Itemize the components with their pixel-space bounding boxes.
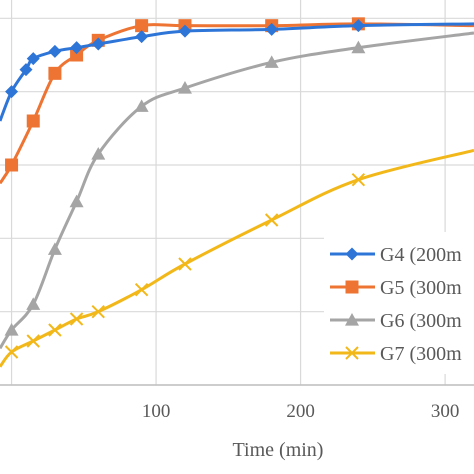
x-marker: [91, 304, 105, 319]
triangle-marker: [91, 147, 106, 160]
square-marker: [5, 158, 19, 172]
diamond-marker: [26, 52, 40, 66]
triangle-marker: [351, 40, 366, 54]
series-g7: [0, 148, 474, 368]
legend-item: G5 (300m: [330, 277, 462, 299]
diamond-marker: [178, 24, 192, 38]
legend: G4 (200m G5 (300m G6 (300m G7 (300m: [324, 232, 474, 374]
series-line: [0, 148, 474, 368]
triangle-marker: [177, 81, 192, 94]
series-g5: [0, 17, 474, 185]
triangle-marker: [47, 242, 62, 255]
square-marker: [135, 19, 149, 33]
diamond-marker: [91, 37, 105, 51]
diamond-marker: [19, 63, 33, 77]
legend-label: G7 (300m: [380, 343, 462, 365]
diamond-marker: [5, 85, 19, 99]
diamond-marker: [351, 19, 365, 33]
x-marker: [69, 312, 84, 326]
legend-item: G6 (300m: [330, 310, 462, 332]
x-marker: [178, 257, 192, 271]
diamond-marker: [48, 44, 62, 58]
diamond-marker: [345, 247, 359, 261]
square-marker: [48, 66, 62, 80]
diamond-marker: [135, 30, 149, 44]
series-group: [0, 17, 474, 368]
x-tick-labels: 100 200 300: [142, 401, 460, 422]
legend-label: G4 (200m: [380, 244, 462, 266]
triangle-marker: [134, 99, 149, 112]
square-marker: [70, 48, 84, 62]
x-marker: [345, 346, 359, 360]
x-tick-label: 100: [142, 401, 171, 422]
x-tick-label: 300: [431, 401, 460, 422]
series-line: [0, 22, 474, 185]
series-g4: [0, 19, 474, 122]
x-marker: [351, 172, 366, 187]
x-marker: [26, 334, 40, 348]
triangle-marker: [264, 55, 279, 68]
x-marker: [134, 282, 149, 297]
square-marker: [345, 280, 359, 294]
series-g6: [0, 31, 474, 350]
triangle-marker: [345, 313, 359, 326]
legend-item: G4 (200m: [330, 244, 462, 266]
legend-label: G5 (300m: [380, 277, 462, 299]
x-tick-label: 200: [286, 401, 315, 422]
legend-item: G7 (300m: [330, 343, 462, 365]
legend-label: G6 (300m: [380, 310, 462, 332]
triangle-marker: [69, 194, 84, 208]
x-marker: [48, 323, 62, 337]
x-marker: [264, 213, 279, 227]
square-marker: [26, 114, 40, 128]
diamond-marker: [70, 41, 84, 55]
x-marker: [4, 345, 19, 359]
triangle-marker: [4, 323, 19, 336]
triangle-marker: [26, 297, 41, 310]
x-axis-label: Time (min): [233, 439, 324, 461]
diamond-marker: [265, 22, 279, 36]
